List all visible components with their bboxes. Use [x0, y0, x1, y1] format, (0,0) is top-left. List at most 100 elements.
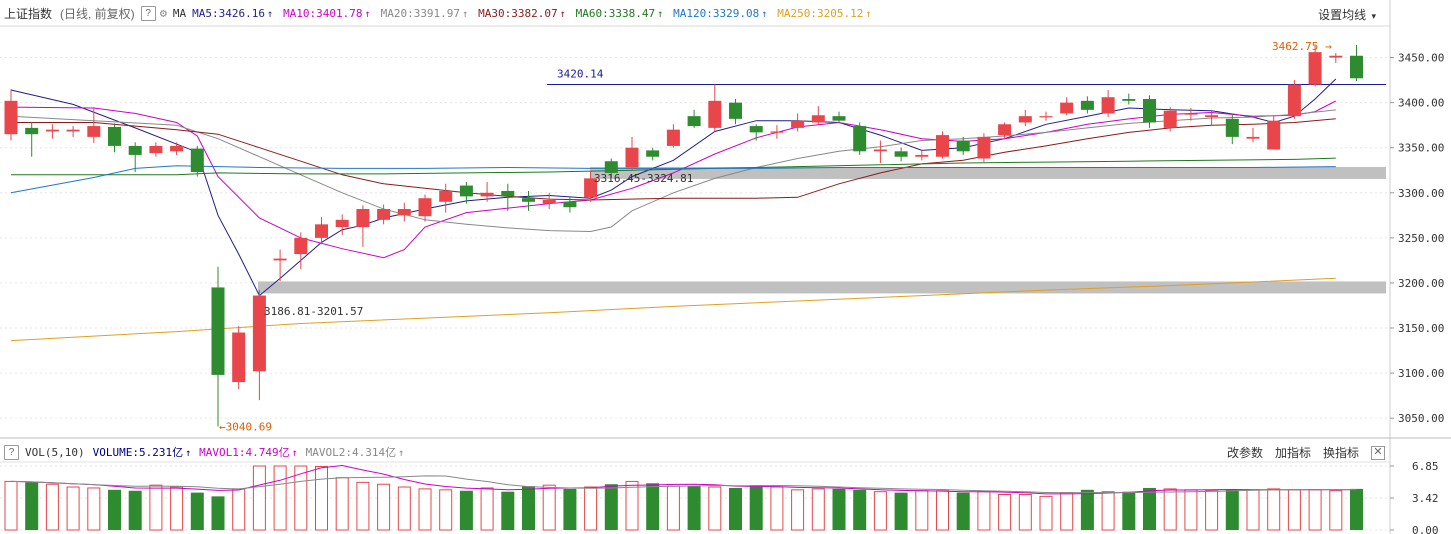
volume-bar: [873, 491, 887, 531]
candle: [1350, 44, 1363, 81]
volume-bar: [418, 488, 432, 531]
candle: [232, 326, 246, 390]
candle-body: [232, 332, 246, 383]
period-label: (日线, 前复权): [60, 6, 135, 21]
ma-legend-item: MA5:3426.16 ↑: [192, 6, 274, 20]
volume-bar: [87, 487, 101, 531]
volume-bar: [1018, 493, 1032, 531]
candle-body: [1287, 84, 1301, 117]
index-title: 上证指数: [4, 6, 53, 21]
candle: [66, 126, 80, 137]
candle: [873, 140, 887, 164]
volume-bar: [1039, 495, 1053, 531]
volume-bar: [666, 485, 680, 531]
up-arrow-icon: ↑: [267, 8, 274, 20]
candle-body: [1225, 118, 1239, 137]
candle: [1080, 96, 1094, 114]
gear-icon[interactable]: ⚙: [159, 6, 167, 20]
price-tick-label: 3400.00: [1398, 97, 1444, 110]
candle: [1018, 109, 1032, 127]
candle: [1329, 53, 1343, 63]
volume-bar: [128, 490, 142, 530]
ma-line-ma10: [10, 100, 1337, 259]
up-arrow-icon: ↑: [291, 448, 298, 459]
candle-body: [563, 201, 577, 208]
candle: [1184, 108, 1198, 121]
ma-legend-item: MA60:3338.47 ↑: [575, 6, 664, 20]
volume-bar: [190, 492, 204, 530]
candle-body: [128, 145, 142, 155]
candle-body: [1039, 116, 1053, 118]
volume-bar: [956, 492, 970, 530]
volume-bar: [977, 491, 991, 531]
candle-body: [45, 129, 59, 132]
candle-body: [749, 126, 763, 133]
mid-range-label: 3316.45-3324.81: [594, 172, 693, 185]
ma-line-ma20: [10, 109, 1336, 233]
candle: [729, 99, 742, 125]
ma-line-ma30: [11, 118, 1336, 201]
price-tick-label: 3450.00: [1398, 52, 1444, 65]
candle: [894, 147, 908, 162]
candle: [687, 109, 701, 128]
chart-header: 上证指数 (日线, 前复权) ? ⚙ MA MA5:3426.16 ↑ MA10:3…: [0, 0, 1390, 26]
volume-bar: [936, 490, 949, 531]
candle: [149, 142, 163, 157]
candle: [459, 181, 473, 204]
candle: [853, 122, 867, 155]
set-ma-button[interactable]: 设置均线 ▾: [1318, 6, 1376, 23]
candle: [418, 194, 432, 222]
price-tick-label: 3300.00: [1398, 187, 1444, 200]
candle: [646, 147, 660, 161]
candle: [1308, 46, 1322, 87]
low-price-label: ←3040.69: [219, 421, 272, 434]
volume-bar: [749, 485, 763, 530]
candle-body: [397, 209, 411, 216]
candle-body: [66, 129, 80, 132]
volume-bar: [1060, 492, 1074, 531]
volume-bar: [1143, 487, 1156, 530]
price-tick-label: 3150.00: [1398, 322, 1444, 335]
high-price-label: 3462.75 →: [1272, 40, 1332, 53]
price-tick-label: 3050.00: [1398, 412, 1444, 425]
volume-bar: [853, 489, 867, 530]
volume-bar: [522, 486, 535, 530]
volume-bar: [356, 481, 370, 531]
candle: [708, 84, 722, 132]
volume-bar: [1246, 489, 1260, 531]
up-arrow-icon: ↑: [364, 8, 371, 20]
ma-legend-item: MA30:3382.07 ↑: [478, 6, 566, 20]
volume-bar: [791, 489, 805, 531]
candle-body: [625, 147, 639, 168]
ma-legend-item: MA250:3205.12 ↑: [777, 6, 872, 20]
candle-body: [273, 258, 287, 261]
add-indicator-button[interactable]: 加指标: [1274, 446, 1311, 460]
candle-body: [687, 116, 701, 127]
candle-body: [418, 198, 432, 217]
candle-body: [791, 120, 805, 128]
volume-bar: [1205, 490, 1219, 531]
switch-indicator-button[interactable]: 换指标: [1322, 446, 1359, 460]
price-tick-label: 3200.00: [1398, 277, 1444, 290]
candle: [1267, 116, 1281, 150]
candle-body: [977, 136, 991, 159]
volume-bar: [646, 483, 660, 530]
candle: [170, 142, 184, 155]
volume-help-icon[interactable]: ?: [4, 444, 19, 460]
volume-bar: [1101, 491, 1115, 531]
candle-body: [666, 129, 680, 146]
price-band: [258, 281, 1386, 294]
candle: [335, 214, 349, 236]
candle-body: [936, 135, 949, 157]
candle: [1163, 107, 1177, 132]
change-params-button[interactable]: 改参数: [1226, 446, 1263, 460]
close-icon[interactable]: ✕: [1371, 445, 1385, 460]
candle: [936, 131, 949, 159]
candle: [1287, 80, 1301, 119]
candle-body: [335, 219, 349, 228]
candle: [998, 122, 1012, 139]
volume-bar: [604, 484, 618, 530]
candle: [294, 232, 308, 270]
help-icon[interactable]: ?: [140, 5, 156, 21]
